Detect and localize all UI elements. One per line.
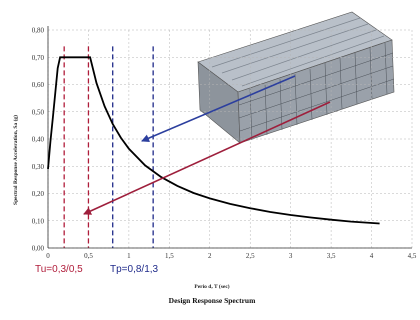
y-tick-label: 0,30 <box>32 163 45 171</box>
x-tick-label: 2 <box>208 252 212 260</box>
x-tick-label: 3 <box>289 252 293 260</box>
y-tick-label: 0,80 <box>32 27 45 35</box>
x-axis-label: Perio d, T (sec) <box>194 283 229 290</box>
series-layer <box>47 56 380 225</box>
y-tick-label: 0,20 <box>32 190 45 198</box>
chart-title: Design Response Spectrum <box>169 296 256 305</box>
x-tick-label: 4 <box>370 252 374 260</box>
tp-annotation: Tp=0,8/1,3 <box>110 264 159 275</box>
x-tick-label: 2,5 <box>246 252 255 260</box>
spectrum-curve <box>47 56 380 225</box>
y-tick-label: 0,10 <box>32 217 45 225</box>
y-tick-label: 0,50 <box>32 108 45 116</box>
blue-arrow <box>141 75 296 142</box>
plot-axes <box>47 26 412 249</box>
red-arrow <box>83 101 331 215</box>
y-tick-label: 0,70 <box>32 54 45 62</box>
x-tick-label: 4,5 <box>408 252 417 260</box>
x-tick-label: 0,5 <box>84 252 93 260</box>
y-tick-label: 0,00 <box>32 245 45 253</box>
x-tick-labels: 0 0,5 1 1,5 2 2,5 3 3,5 4 4,5 <box>46 252 417 260</box>
reference-lines <box>63 46 154 248</box>
x-tick-label: 1,5 <box>165 252 174 260</box>
y-tick-labels: 0,00 0,10 0,20 0,30 0,40 0,50 0,60 0,70 0,80 <box>32 27 45 253</box>
x-tick-label: 0 <box>46 252 50 260</box>
building-illustration <box>197 11 395 144</box>
x-tick-label: 1 <box>127 252 131 260</box>
y-tick-label: 0,60 <box>32 81 45 89</box>
y-tick-label: 0,40 <box>32 136 45 144</box>
tu-annotation: Tu=0,3/0,5 <box>35 264 83 275</box>
x-tick-label: 3,5 <box>327 252 336 260</box>
y-axis-label: Spectral Response Acceleration, Sa (g) <box>12 115 19 205</box>
